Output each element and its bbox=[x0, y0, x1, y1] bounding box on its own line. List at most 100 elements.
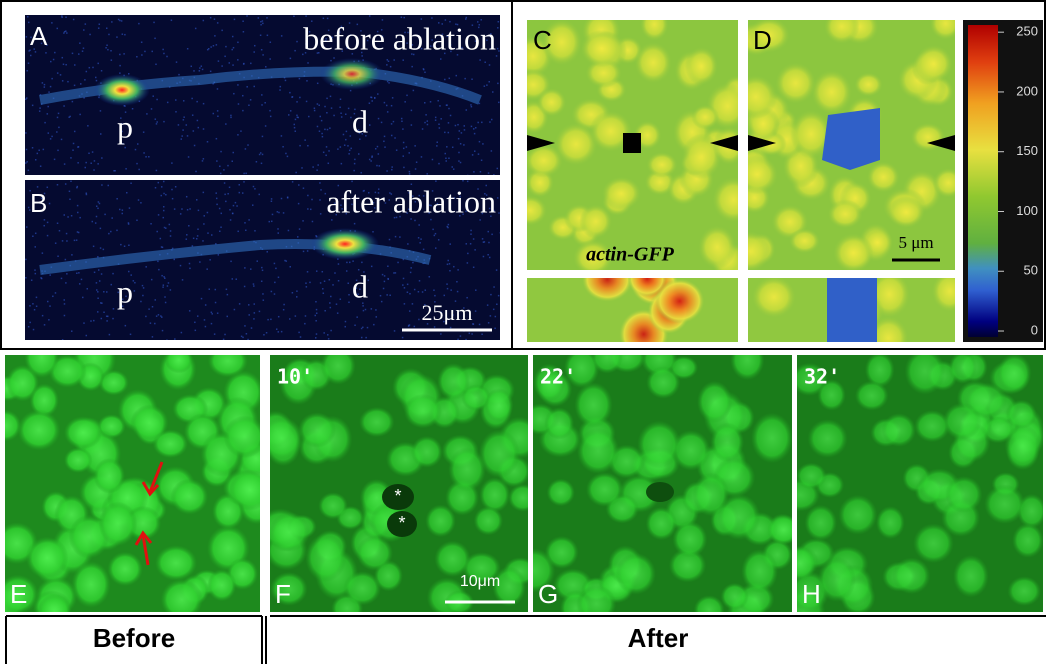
speckle bbox=[136, 162, 138, 165]
speckle bbox=[121, 209, 124, 211]
speckle bbox=[298, 77, 301, 80]
speckle bbox=[376, 164, 378, 167]
cell bbox=[207, 568, 237, 602]
speckle bbox=[90, 320, 92, 322]
speckle bbox=[73, 84, 76, 87]
speckle bbox=[313, 109, 316, 112]
cell bbox=[63, 447, 93, 474]
speckle bbox=[60, 138, 63, 141]
speckle bbox=[69, 115, 71, 118]
streak bbox=[39, 239, 432, 275]
cell bbox=[5, 364, 40, 402]
cell bbox=[875, 505, 905, 540]
speckle bbox=[74, 64, 76, 66]
speckle bbox=[117, 291, 119, 294]
speckle bbox=[97, 163, 99, 165]
speckle bbox=[119, 53, 121, 56]
speckle bbox=[169, 230, 172, 232]
speckle bbox=[178, 73, 180, 76]
speckle bbox=[231, 160, 234, 163]
speckle bbox=[65, 63, 67, 66]
speckle bbox=[444, 131, 446, 134]
speckle bbox=[484, 192, 486, 195]
speckle bbox=[76, 272, 78, 275]
speckle bbox=[71, 254, 73, 256]
speckle bbox=[443, 294, 446, 297]
speckle bbox=[449, 114, 452, 117]
time-label: 32' bbox=[804, 365, 840, 389]
speckle bbox=[215, 44, 218, 46]
speckle bbox=[120, 243, 122, 246]
cell bbox=[434, 540, 471, 578]
speckle bbox=[391, 97, 394, 99]
speckle bbox=[181, 279, 184, 281]
speckle bbox=[424, 289, 427, 291]
speckle bbox=[470, 104, 472, 106]
speckle bbox=[344, 320, 347, 323]
speckle bbox=[214, 288, 217, 291]
speckle bbox=[304, 315, 307, 317]
speckle bbox=[76, 185, 79, 188]
speckle bbox=[213, 18, 216, 20]
cell bbox=[25, 536, 69, 580]
speckle bbox=[26, 97, 28, 99]
speckle bbox=[331, 219, 333, 221]
speckle bbox=[294, 130, 297, 132]
cell bbox=[527, 195, 548, 226]
speckle bbox=[233, 18, 236, 21]
cell bbox=[318, 492, 348, 520]
speckle bbox=[124, 324, 127, 327]
speckle bbox=[167, 282, 170, 284]
speckle bbox=[112, 272, 114, 275]
speckle bbox=[131, 107, 134, 110]
speckle bbox=[181, 208, 183, 210]
speckle bbox=[216, 312, 219, 314]
cell bbox=[425, 504, 456, 538]
speckle bbox=[457, 269, 459, 271]
cell bbox=[932, 167, 955, 199]
speckle bbox=[61, 80, 64, 82]
speckle bbox=[438, 162, 440, 165]
speckle bbox=[376, 145, 379, 148]
speckle bbox=[33, 35, 36, 37]
speckle bbox=[78, 272, 80, 274]
cell bbox=[953, 554, 989, 598]
speckle bbox=[77, 231, 80, 234]
speckle bbox=[426, 173, 428, 175]
speckle bbox=[97, 269, 100, 271]
speckle bbox=[402, 155, 404, 157]
speckle bbox=[319, 182, 321, 184]
speckle bbox=[228, 186, 231, 189]
speckle bbox=[230, 260, 232, 263]
speckle bbox=[347, 145, 349, 147]
speckle bbox=[458, 151, 460, 154]
speckle bbox=[265, 331, 268, 334]
speckle bbox=[481, 212, 484, 215]
speckle bbox=[180, 138, 183, 140]
asterisk: * bbox=[398, 513, 405, 533]
speckle bbox=[51, 77, 53, 80]
speckle bbox=[496, 303, 498, 306]
speckle bbox=[354, 108, 356, 111]
cell bbox=[462, 552, 501, 584]
speckle bbox=[492, 91, 494, 93]
speckle bbox=[161, 316, 163, 318]
speckle bbox=[242, 94, 244, 97]
speckle bbox=[155, 123, 158, 125]
speckle bbox=[373, 323, 375, 326]
speckle bbox=[298, 184, 300, 186]
speckle bbox=[267, 318, 269, 321]
speckle bbox=[322, 151, 325, 154]
speckle bbox=[206, 141, 209, 143]
cell bbox=[867, 315, 910, 342]
speckle bbox=[485, 184, 487, 187]
speckle bbox=[370, 160, 372, 162]
speckle bbox=[391, 166, 393, 168]
speckle bbox=[262, 299, 265, 301]
speckle bbox=[215, 192, 217, 194]
speckle bbox=[32, 235, 34, 238]
speckle bbox=[34, 272, 37, 275]
speckle bbox=[155, 315, 158, 317]
cell bbox=[582, 278, 633, 302]
speckle bbox=[371, 155, 373, 157]
